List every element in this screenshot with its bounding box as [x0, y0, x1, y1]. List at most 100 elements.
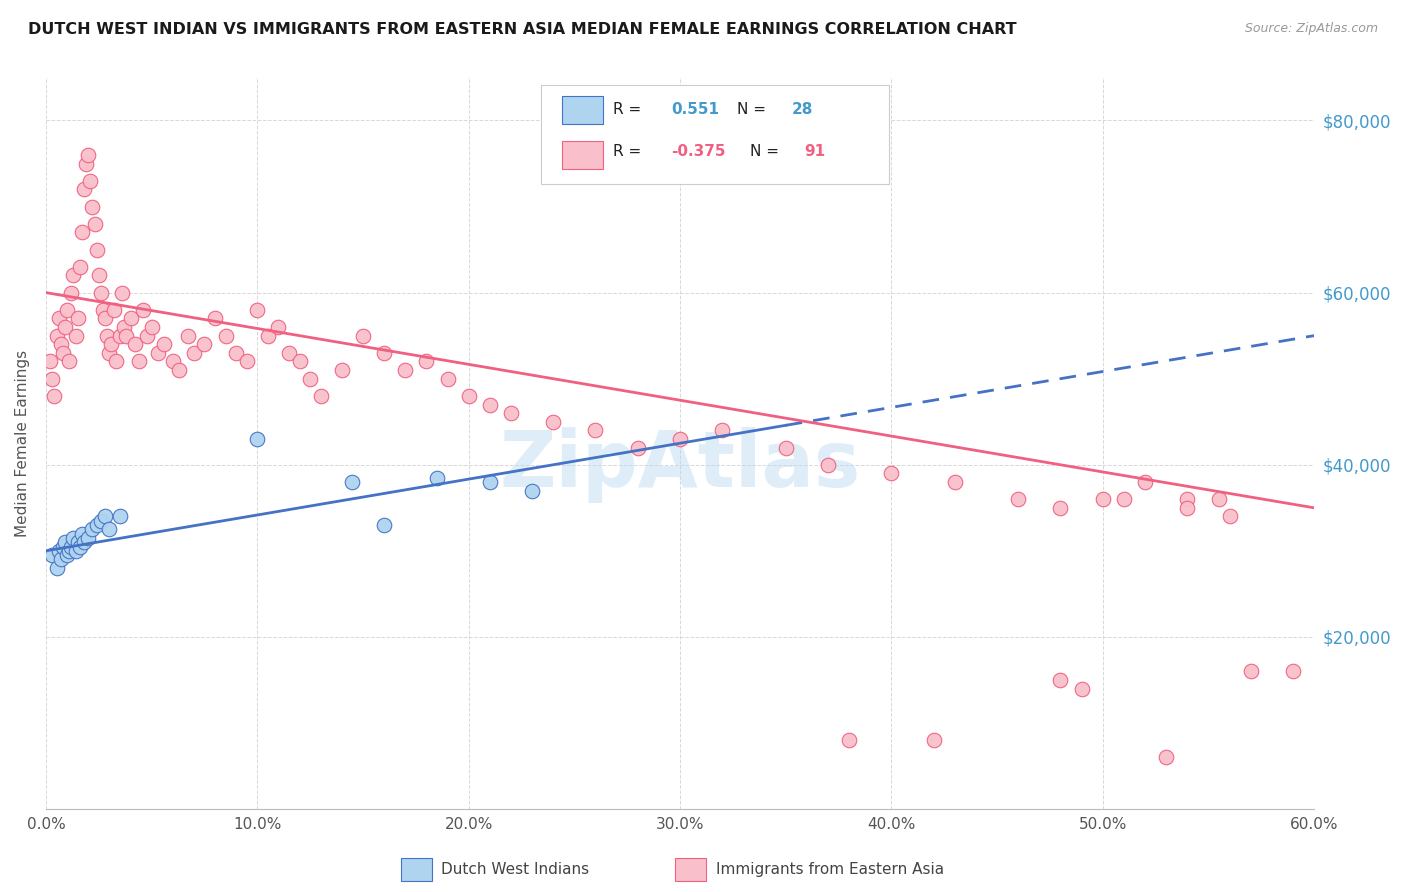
Point [62, 268, 84, 283]
Text: Immigrants from Eastern Asia: Immigrants from Eastern Asia [716, 863, 943, 877]
Point [56, 302, 79, 317]
Point [66, 535, 89, 549]
Point [426, 471, 449, 485]
Point [60, 285, 83, 300]
Point [49, 337, 72, 351]
Point [520, 483, 543, 498]
Point [309, 389, 332, 403]
Point [167, 363, 190, 377]
Point [53, 320, 76, 334]
Point [128, 354, 150, 368]
Point [70, 226, 93, 240]
Point [146, 346, 169, 360]
Point [1091, 492, 1114, 507]
Point [98, 522, 121, 536]
Text: R =: R = [613, 102, 645, 117]
Text: Source: ZipAtlas.com: Source: ZipAtlas.com [1244, 22, 1378, 36]
Point [214, 328, 236, 343]
Point [103, 302, 125, 317]
Point [204, 311, 226, 326]
Point [541, 415, 564, 429]
Point [1218, 509, 1240, 524]
Point [1240, 665, 1263, 679]
Point [53, 535, 76, 549]
Point [44, 389, 66, 403]
Point [1133, 475, 1156, 489]
Text: Dutch West Indians: Dutch West Indians [441, 863, 589, 877]
Point [352, 328, 374, 343]
Point [41, 548, 63, 562]
Point [98, 346, 121, 360]
Point [108, 509, 131, 524]
Point [75, 156, 97, 170]
Point [880, 467, 903, 481]
Point [478, 397, 501, 411]
Point [711, 423, 734, 437]
Point [162, 354, 184, 368]
Point [499, 406, 522, 420]
Y-axis label: Median Female Earnings: Median Female Earnings [15, 350, 30, 537]
Point [246, 432, 269, 446]
Point [838, 733, 860, 747]
Point [478, 475, 501, 489]
Point [41, 372, 63, 386]
Point [62, 531, 84, 545]
Point [86, 518, 108, 533]
Point [70, 526, 93, 541]
Point [73, 535, 96, 549]
Point [90, 285, 112, 300]
Point [669, 432, 692, 446]
Point [79, 174, 101, 188]
Point [1112, 492, 1135, 507]
Point [225, 346, 247, 360]
Point [94, 311, 117, 326]
Point [183, 346, 205, 360]
Point [90, 514, 112, 528]
Point [65, 544, 87, 558]
Point [299, 372, 322, 386]
Point [52, 540, 75, 554]
Point [112, 320, 135, 334]
Point [87, 268, 110, 283]
Point [60, 540, 83, 554]
Point [45, 561, 67, 575]
Point [69, 540, 91, 554]
Point [91, 302, 114, 317]
Point [136, 328, 159, 343]
Point [775, 441, 797, 455]
Point [373, 518, 395, 533]
Point [96, 328, 118, 343]
Point [1208, 492, 1230, 507]
Point [77, 148, 100, 162]
Point [373, 346, 395, 360]
Point [457, 389, 479, 403]
Point [52, 346, 75, 360]
Point [330, 363, 353, 377]
Point [39, 354, 62, 368]
Text: N =: N = [737, 102, 766, 117]
Point [627, 441, 650, 455]
FancyBboxPatch shape [562, 95, 603, 123]
Text: 28: 28 [792, 102, 813, 117]
Point [1070, 681, 1092, 696]
Point [246, 302, 269, 317]
Point [257, 328, 280, 343]
Point [82, 200, 104, 214]
Point [49, 552, 72, 566]
Point [267, 320, 290, 334]
Point [104, 354, 127, 368]
Point [115, 328, 138, 343]
Point [1282, 665, 1305, 679]
Point [176, 328, 198, 343]
Point [415, 354, 437, 368]
Point [56, 548, 79, 562]
Text: 0.551: 0.551 [671, 102, 718, 117]
FancyBboxPatch shape [540, 85, 889, 184]
Text: 91: 91 [804, 144, 825, 159]
Text: ZipAtlas: ZipAtlas [499, 427, 860, 503]
Point [1154, 750, 1177, 764]
Point [124, 337, 146, 351]
Point [58, 354, 80, 368]
Point [1175, 492, 1198, 507]
Text: R =: R = [613, 144, 645, 159]
